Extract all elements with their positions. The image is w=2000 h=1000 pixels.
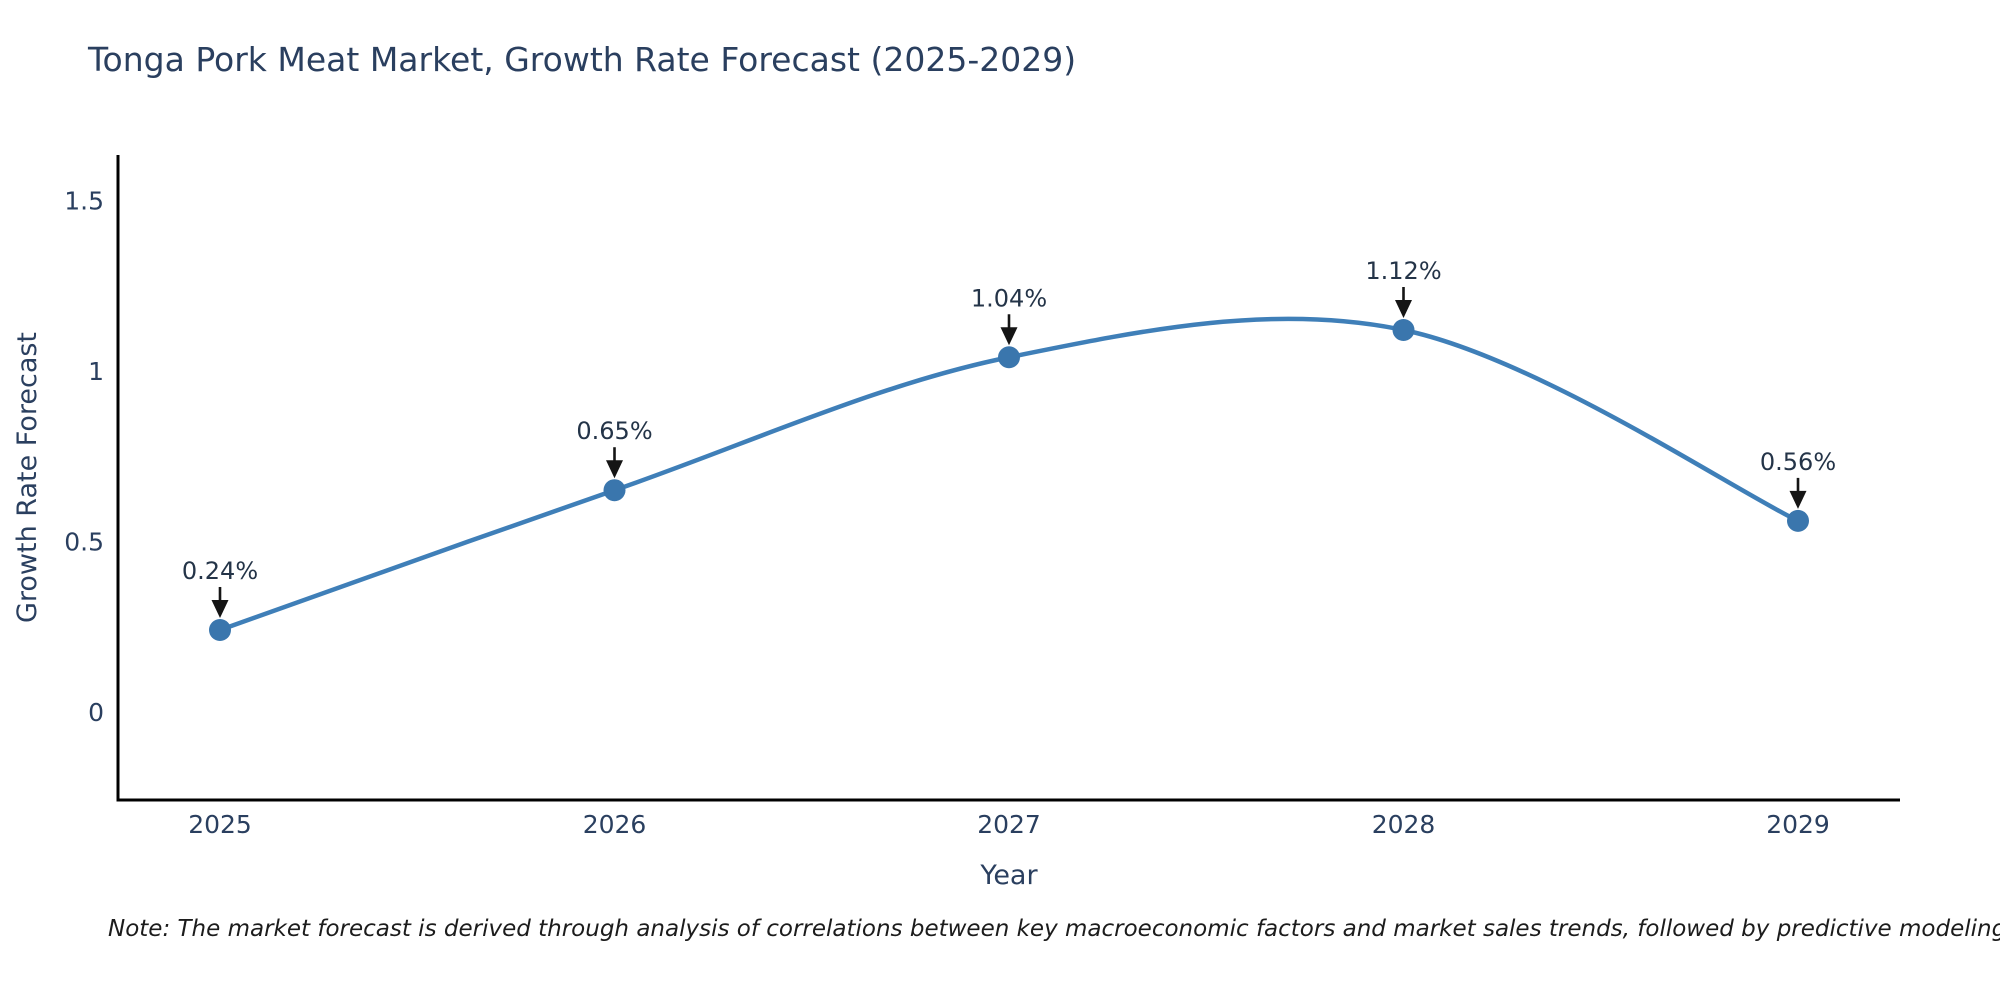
x-tick-label: 2028 bbox=[1372, 810, 1436, 839]
annotation-arrowhead-icon bbox=[1395, 299, 1412, 318]
x-axis-title: Year bbox=[979, 860, 1038, 891]
y-axis-title: Growth Rate Forecast bbox=[12, 332, 43, 623]
data-point-label: 1.12% bbox=[1365, 257, 1441, 285]
data-point-label: 0.56% bbox=[1760, 448, 1836, 476]
y-tick-label: 0.5 bbox=[64, 527, 104, 556]
chart-title: Tonga Pork Meat Market, Growth Rate Fore… bbox=[88, 40, 1077, 79]
data-point-label: 0.65% bbox=[576, 417, 652, 445]
annotation-arrowhead-icon bbox=[1789, 490, 1807, 509]
chart-footnote: Note: The market forecast is derived thr… bbox=[108, 916, 2000, 942]
x-tick-label: 2026 bbox=[583, 810, 647, 839]
y-tick-label: 1.5 bbox=[64, 186, 104, 215]
data-point-marker bbox=[1392, 318, 1415, 341]
data-point-marker bbox=[209, 618, 231, 641]
annotation-arrowhead-icon bbox=[606, 460, 623, 479]
x-tick-label: 2025 bbox=[188, 810, 252, 839]
annotation-arrowhead-icon bbox=[211, 599, 229, 618]
data-point-marker bbox=[1787, 509, 1809, 532]
data-point-marker bbox=[603, 479, 626, 502]
annotation-arrowhead-icon bbox=[1000, 327, 1018, 346]
y-tick-label: 0 bbox=[88, 698, 104, 727]
data-point-label: 1.04% bbox=[971, 284, 1047, 312]
data-point-label: 0.24% bbox=[182, 557, 258, 585]
x-tick-label: 2029 bbox=[1766, 810, 1830, 839]
y-tick-label: 1 bbox=[88, 357, 104, 386]
x-tick-label: 2027 bbox=[977, 810, 1041, 839]
data-point-marker bbox=[998, 346, 1020, 369]
